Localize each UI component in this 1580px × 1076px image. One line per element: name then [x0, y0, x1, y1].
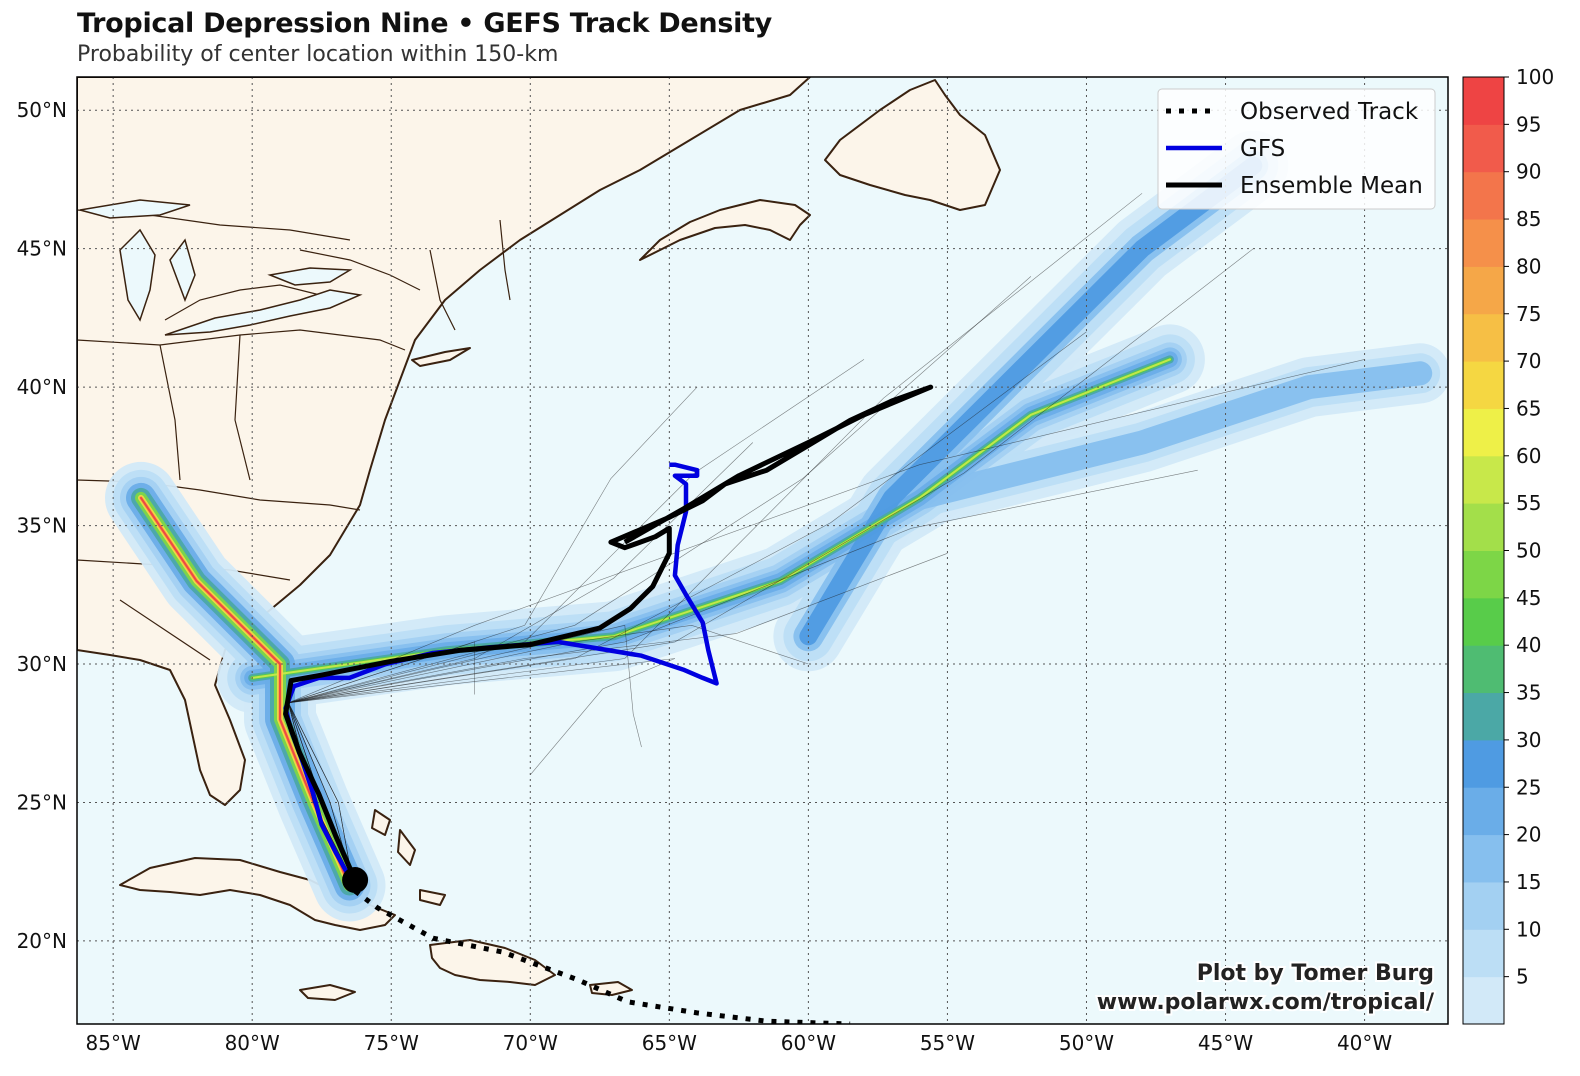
colorbar-swatch [1463, 455, 1504, 504]
lat-tick-label: 25°N [17, 790, 67, 814]
colorbar-swatch [1463, 645, 1504, 694]
colorbar-swatch [1463, 503, 1504, 551]
colorbar-swatch [1463, 550, 1504, 599]
colorbar-tick-label: 50 [1516, 539, 1541, 563]
colorbar-swatch [1463, 929, 1504, 978]
colorbar: 5 10 15 20 25 30 35 40 45 50 55 60 65 70 75 80 85 90 95 100 [1462, 65, 1554, 1025]
lat-tick-label: 20°N [17, 929, 67, 953]
colorbar-swatch [1463, 881, 1504, 930]
ensemble-mean-track-line [283, 384, 934, 882]
hispaniola-island [429, 939, 556, 986]
graticule [77, 77, 1448, 1024]
colorbar-tick-label: 30 [1516, 728, 1541, 752]
colorbar-swatch [1463, 171, 1504, 220]
chart-title: Tropical Depression Nine • GEFS Track De… [77, 8, 772, 39]
lat-tick-label: 40°N [17, 375, 67, 399]
colorbar-swatch [1463, 597, 1504, 646]
legend-observed-label: Observed Track [1240, 99, 1419, 125]
colorbar-swatch [1463, 77, 1504, 125]
legend-gfs-label: GFS [1240, 136, 1285, 162]
lon-tick-label: 85°W [86, 1031, 141, 1055]
colorbar-swatch [1463, 266, 1504, 315]
lon-tick-label: 80°W [225, 1031, 280, 1055]
longitude-tick-labels: 85°W 80°W 75°W 70°W 65°W 60°W 55°W 50°W 45°W 40°W [86, 1031, 1393, 1055]
storm-center-marker [342, 867, 369, 894]
colorbar-tick-label: 60 [1516, 444, 1541, 468]
lon-tick-label: 75°W [364, 1031, 419, 1055]
lat-tick-label: 30°N [17, 652, 67, 676]
lon-tick-label: 50°W [1059, 1031, 1114, 1055]
long-island [411, 347, 471, 367]
legend-mean-label: Ensemble Mean [1240, 173, 1423, 199]
north-america-landmass [77, 77, 811, 806]
lon-tick-label: 60°W [781, 1031, 836, 1055]
bahamas-islands [329, 809, 446, 906]
colorbar-tick-label: 100 [1516, 65, 1554, 89]
newfoundland-island [824, 79, 1001, 211]
colorbar-tick-label: 80 [1516, 254, 1541, 278]
colorbar-swatch [1463, 692, 1504, 741]
colorbar-swatch [1463, 834, 1504, 883]
colorbar-tick-label: 95 [1516, 112, 1541, 136]
lat-tick-label: 35°N [17, 514, 67, 538]
colorbar-swatch [1463, 124, 1504, 173]
lat-tick-label: 50°N [17, 98, 67, 122]
lon-tick-label: 65°W [642, 1031, 697, 1055]
colorbar-tick-label: 15 [1516, 870, 1541, 894]
colorbar-tick-label: 20 [1516, 823, 1541, 847]
lon-tick-label: 70°W [503, 1031, 558, 1055]
lon-tick-label: 55°W [920, 1031, 975, 1055]
colorbar-swatch [1463, 408, 1504, 457]
chart-subtitle: Probability of center location within 15… [77, 42, 559, 67]
colorbar-tick-label: 85 [1516, 207, 1541, 231]
colorbar-tick-label: 90 [1516, 160, 1541, 184]
colorbar-swatch [1463, 219, 1504, 267]
plot-credit: Plot by Tomer Burg www.polarwx.com/tropi… [1095, 959, 1437, 1017]
map-frame [76, 76, 1449, 1025]
colorbar-tick-label: 5 [1516, 965, 1529, 989]
latitude-tick-labels: 20°N 25°N 30°N 35°N 40°N 45°N 50°N [17, 98, 67, 953]
lon-tick-label: 40°W [1337, 1031, 1392, 1055]
colorbar-tick-label: 65 [1516, 396, 1541, 420]
colorbar-tick-label: 25 [1516, 775, 1541, 799]
colorbar-tick-label: 45 [1516, 586, 1541, 610]
credit-url: www.polarwx.com/tropical/ [1097, 990, 1435, 1015]
great-lakes [79, 199, 363, 336]
colorbar-tick-label: 35 [1516, 681, 1541, 705]
legend-box [1157, 88, 1436, 210]
colorbar-swatch [1463, 361, 1504, 409]
colorbar-swatch [1463, 313, 1504, 362]
colorbar-swatch [1463, 739, 1504, 788]
credit-author: Plot by Tomer Burg [1197, 961, 1434, 986]
colorbar-tick-label: 70 [1516, 349, 1541, 373]
lat-tick-label: 45°N [17, 237, 67, 261]
lon-tick-label: 45°W [1198, 1031, 1253, 1055]
nova-scotia-peninsula [639, 199, 811, 261]
puerto-rico-island [589, 981, 633, 996]
colorbar-tick-label: 55 [1516, 491, 1541, 515]
jamaica-island [299, 984, 356, 1001]
legend: Observed Track GFS Ensemble Mean [1157, 88, 1436, 210]
colorbar-tick-label: 75 [1516, 302, 1541, 326]
colorbar-tick-label: 40 [1516, 633, 1541, 657]
colorbar-swatch [1463, 976, 1504, 1025]
colorbar-tick-label: 10 [1516, 917, 1541, 941]
colorbar-swatch [1463, 787, 1504, 836]
